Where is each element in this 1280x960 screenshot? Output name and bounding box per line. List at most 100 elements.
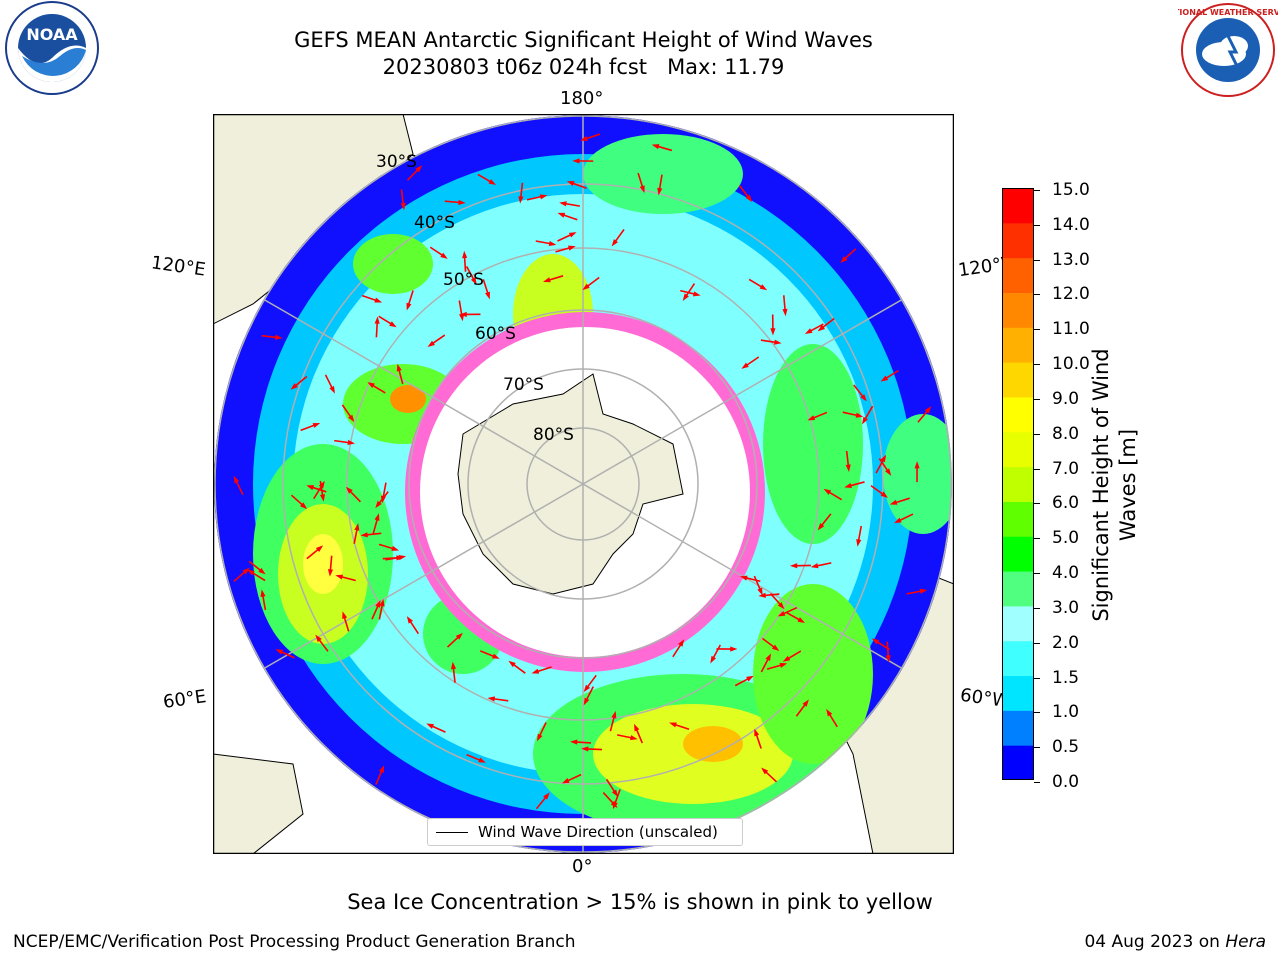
wave-direction-arrowhead	[319, 494, 326, 502]
wave-direction-arrowhead	[582, 283, 590, 291]
wave-direction-arrowhead	[919, 588, 928, 594]
wave-direction-arrowhead	[817, 324, 825, 332]
lat-label-70s: 70°S	[503, 375, 544, 395]
wave-direction-arrowhead	[745, 194, 753, 203]
colorbar-segment	[1002, 675, 1034, 711]
wave-direction-arrowhead	[415, 165, 423, 173]
wave-direction-arrowhead	[374, 316, 380, 324]
wave-direction-arrowhead	[777, 610, 786, 617]
wave-direction-arrowhead	[611, 239, 619, 247]
wave-direction-arrowhead	[329, 385, 335, 394]
wave-direction-arrowhead	[315, 634, 322, 642]
wave-direction-arrowhead	[770, 328, 776, 336]
run-date: 04 Aug 2023 on Hera	[1084, 932, 1266, 952]
colorbar-tick-mark	[1034, 224, 1040, 226]
wave-direction-arrowhead	[354, 523, 360, 531]
legend-label: Wind Wave Direction (unscaled)	[478, 823, 718, 841]
noaa-logo-text: NOAA	[26, 25, 78, 44]
wave-direction-arrowhead	[804, 328, 813, 334]
wave-direction-arrowhead	[327, 569, 334, 577]
colorbar-tick-label: 2.0	[1052, 632, 1080, 653]
wave-direction-arrowhead	[367, 382, 375, 389]
wave-direction-arrowhead	[258, 567, 266, 575]
wave-direction-arrowhead	[242, 567, 250, 575]
wave-direction-arrowhead	[568, 232, 577, 238]
legend-line-swatch	[436, 831, 468, 833]
wave-direction-arrowhead	[924, 406, 932, 414]
wave-direction-arrowhead	[741, 362, 749, 369]
wave-direction-arrowhead	[802, 699, 809, 707]
wave-direction-arrowhead	[840, 256, 848, 263]
wave-direction-arrowhead	[651, 144, 660, 150]
wave-direction-arrowhead	[611, 789, 619, 797]
wave-direction-arrowhead	[348, 414, 355, 423]
wave-direction-arrowhead	[391, 545, 400, 551]
wave-direction-arrowhead	[478, 757, 486, 763]
colorbar-segment	[1002, 501, 1034, 537]
wave-direction-arrowhead	[757, 587, 763, 596]
colorbar-tick-mark	[1034, 259, 1040, 261]
wave-direction-arrowhead	[345, 486, 353, 494]
wave-direction-arrowhead	[782, 308, 788, 317]
colorbar-tick-mark	[1034, 538, 1040, 540]
lat-label-50s: 50°S	[443, 270, 484, 290]
colorbar-segment	[1002, 466, 1034, 502]
wave-direction-arrowhead	[855, 412, 864, 418]
wave-direction-arrowhead	[730, 646, 738, 652]
wave-direction-arrowhead	[406, 302, 412, 311]
wave-direction-arrowhead	[459, 313, 465, 322]
producer-credit: NCEP/EMC/Verification Post Processing Pr…	[13, 932, 576, 952]
wave-direction-arrowhead	[669, 722, 677, 728]
wave-direction-arrowhead	[375, 500, 382, 509]
wave-direction-arrowhead	[810, 563, 819, 569]
wave-direction-arrowhead	[462, 250, 468, 259]
wave-direction-arrowhead	[450, 661, 457, 670]
wave-direction-arrowhead	[427, 340, 435, 348]
colorbar-tick-label: 0.0	[1052, 772, 1080, 792]
wave-direction-arrowhead	[797, 617, 806, 623]
wave-direction-arrowhead	[508, 660, 516, 668]
wave-direction-arrowhead	[378, 765, 385, 773]
nws-logo-text: NATIONAL WEATHER SERVICE	[1178, 8, 1278, 17]
wave-direction-arrowhead	[360, 532, 368, 538]
wave-direction-arrowhead	[880, 375, 889, 382]
wave-direction-arrowhead	[746, 675, 754, 682]
wave-direction-arrowhead	[771, 644, 780, 652]
wave-direction-arrowhead	[914, 461, 920, 469]
colorbar-tick-label: 15.0	[1052, 180, 1090, 200]
colorbar-segment	[1002, 536, 1034, 572]
colorbar-tick-label: 9.0	[1052, 388, 1080, 409]
wave-direction-arrowhead	[774, 339, 782, 345]
wave-direction-arrowhead	[759, 284, 768, 291]
wave-direction-arrowhead	[487, 696, 496, 702]
colorbar-tick-mark	[1034, 503, 1040, 505]
wave-direction-arrowhead	[807, 415, 816, 421]
colorbar-tick-label: 1.0	[1052, 702, 1080, 723]
lon-label-60e: 60°E	[161, 686, 208, 713]
map-legend: Wind Wave Direction (unscaled)	[427, 818, 743, 846]
wave-direction-arrowhead	[758, 592, 766, 598]
wave-direction-arrowhead	[754, 728, 760, 737]
wave-direction-arrowhead	[485, 291, 490, 300]
colorbar-tick-mark	[1034, 573, 1040, 575]
wave-direction-arrowhead	[845, 464, 851, 472]
wave-direction-arrowhead	[583, 684, 591, 693]
wave-direction-arrowhead	[657, 187, 663, 196]
wave-direction-arrowhead	[312, 422, 321, 428]
colorbar-tick-label: 1.5	[1052, 667, 1080, 688]
colorbar-segment	[1002, 222, 1034, 259]
colorbar-segment	[1002, 327, 1034, 363]
wave-direction-arrowhead	[398, 555, 407, 561]
colorbar-tick-label: 5.0	[1052, 528, 1080, 549]
lat-label-30s: 30°S	[376, 152, 417, 172]
colorbar-tick-mark	[1034, 782, 1040, 783]
wave-direction-arrowhead	[518, 196, 524, 204]
wave-direction-arrowhead	[374, 513, 380, 521]
wave-direction-arrowhead	[375, 600, 381, 608]
noaa-logo: NOAA	[5, 1, 99, 95]
colorbar-tick-mark	[1034, 747, 1040, 749]
colorbar-segment	[1002, 362, 1034, 398]
colorbar-tick-label: 8.0	[1052, 423, 1080, 444]
wave-direction-arrowhead	[682, 293, 689, 302]
wave-direction-arrowhead	[455, 632, 463, 640]
